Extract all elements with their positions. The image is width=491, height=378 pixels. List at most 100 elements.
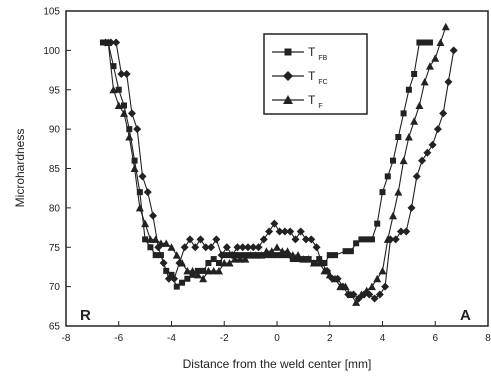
data-point-square [215, 260, 222, 266]
data-point-diamond [449, 46, 458, 55]
data-point-diamond [238, 243, 247, 252]
data-point-square [121, 102, 128, 109]
data-point-triangle [214, 266, 223, 275]
data-point-square [115, 86, 122, 93]
data-point-triangle [346, 290, 355, 298]
data-point-square [205, 260, 212, 266]
data-point-triangle [394, 188, 403, 196]
data-point-diamond [312, 243, 321, 252]
data-point-triangle [156, 239, 165, 247]
data-point-triangle [357, 290, 366, 298]
data-point-diamond [307, 235, 316, 244]
data-point-square [368, 236, 375, 243]
data-point-square [110, 63, 117, 70]
data-point-diamond [180, 243, 189, 252]
data-point-square [363, 236, 370, 243]
data-point-triangle [415, 101, 424, 109]
data-point-triangle [220, 259, 229, 267]
x-tick-label: -8 [62, 333, 71, 344]
data-point-square [421, 39, 428, 46]
data-point-triangle [304, 255, 313, 263]
legend-marker-diamond [283, 71, 293, 81]
data-point-triangle [383, 235, 392, 243]
data-point-triangle [288, 251, 297, 259]
data-point-square [284, 252, 291, 259]
legend-entry-fc: T FC [272, 69, 328, 86]
data-point-triangle [183, 266, 192, 275]
data-point-triangle [236, 255, 245, 263]
data-point-square [379, 189, 386, 196]
data-point-diamond [133, 125, 142, 134]
data-point-square [400, 110, 407, 117]
data-point-triangle [436, 38, 445, 46]
x-tick-label: 2 [327, 333, 333, 344]
data-point-diamond [412, 172, 421, 181]
data-point-triangle [241, 255, 250, 263]
data-point-square [426, 39, 433, 46]
data-point-square [179, 279, 186, 286]
data-point-square [390, 157, 397, 164]
data-point-triangle [178, 259, 187, 267]
data-point-diamond [164, 274, 173, 283]
data-point-triangle [267, 247, 276, 255]
legend-marker-triangle [283, 95, 293, 104]
data-point-triangle [130, 164, 139, 172]
x-tick-label: -2 [220, 333, 229, 344]
data-point-triangle [431, 54, 440, 62]
data-point-triangle [251, 251, 260, 259]
data-point-square [395, 134, 402, 140]
data-point-triangle [320, 266, 329, 275]
data-point-diamond [396, 227, 405, 236]
data-point-triangle [331, 274, 340, 283]
data-point-diamond [370, 294, 379, 303]
data-point-diamond [423, 148, 432, 157]
data-point-diamond [302, 235, 311, 244]
y-tick-label: 80 [49, 203, 61, 214]
data-point-triangle [141, 219, 150, 228]
data-point-triangle [404, 133, 413, 141]
data-point-diamond [249, 243, 258, 252]
data-point-diamond [291, 235, 300, 244]
data-point-triangle [225, 259, 234, 267]
data-point-diamond [391, 235, 400, 244]
data-point-diamond [381, 282, 390, 291]
y-tick-label: 75 [49, 243, 61, 254]
annotation-a: A [460, 307, 471, 324]
data-point-triangle [336, 282, 345, 291]
data-point-triangle [199, 274, 208, 283]
legend-entry-fb: T FB [272, 45, 328, 62]
x-tick-label: -6 [114, 333, 123, 344]
data-point-triangle [209, 266, 218, 275]
data-point-square [289, 256, 296, 263]
data-point-triangle [352, 298, 361, 306]
data-point-diamond [254, 243, 263, 252]
data-point-square [384, 173, 391, 180]
data-point-diamond [127, 109, 136, 118]
x-tick-label: -4 [167, 333, 176, 344]
data-point-triangle [283, 247, 292, 255]
data-point-triangle [135, 203, 144, 212]
data-point-triangle [193, 270, 202, 279]
data-point-triangle [389, 211, 398, 220]
x-tick-label: 8 [485, 333, 491, 344]
data-point-diamond [159, 259, 168, 267]
data-point-diamond [243, 243, 252, 252]
data-point-square [279, 252, 286, 259]
data-point-triangle [104, 38, 113, 46]
data-point-triangle [204, 266, 213, 275]
data-point-triangle [278, 247, 287, 255]
data-point-triangle [188, 266, 197, 275]
legend-label-fb: T FB [308, 45, 328, 62]
data-point-triangle [120, 109, 129, 117]
data-point-triangle [341, 282, 350, 291]
data-point-diamond [222, 243, 231, 252]
data-point-square [131, 157, 138, 164]
data-point-diamond [191, 243, 200, 252]
data-point-diamond [280, 227, 289, 236]
data-point-triangle [325, 270, 334, 279]
data-point-diamond [402, 227, 411, 236]
y-tick-label: 95 [49, 85, 61, 96]
data-point-diamond [259, 235, 268, 244]
y-tick-label: 105 [43, 7, 60, 18]
